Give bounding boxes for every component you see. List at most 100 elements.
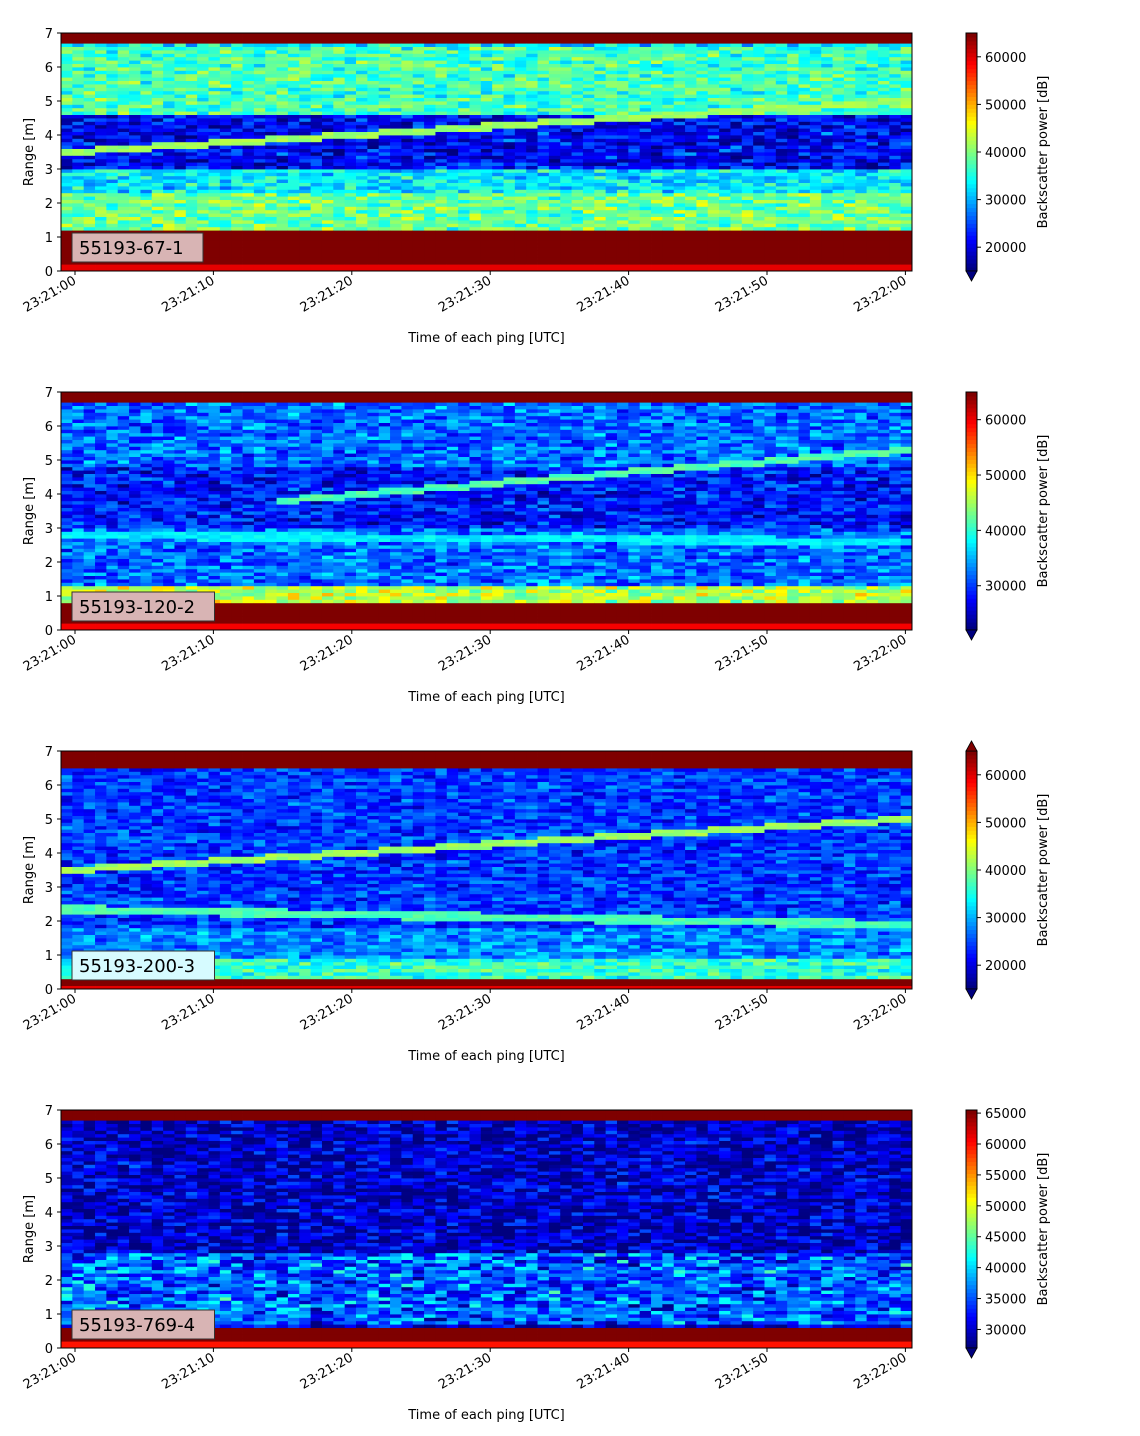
heatmap-cell	[571, 67, 584, 71]
heatmap-cell	[571, 39, 584, 44]
heatmap-cell	[673, 230, 686, 234]
heatmap-cell	[378, 186, 391, 190]
heatmap-cell	[299, 33, 312, 37]
heatmap-cell	[843, 73, 856, 78]
heatmap-cell	[741, 162, 754, 166]
heatmap-cell	[798, 84, 811, 88]
heatmap-cell	[276, 121, 289, 126]
heatmap-cell	[378, 243, 391, 248]
heatmap-cell	[435, 264, 448, 268]
heatmap-cell	[367, 196, 380, 200]
heatmap-cell	[651, 107, 663, 112]
heatmap-cell	[265, 87, 277, 92]
heatmap-cell	[651, 87, 663, 92]
heatmap-cell	[855, 101, 868, 105]
heatmap-cell	[469, 240, 482, 245]
heatmap-cell	[344, 104, 357, 109]
heatmap-cell	[344, 203, 357, 207]
heatmap-cell	[129, 135, 141, 139]
heatmap-cell	[129, 56, 141, 61]
heatmap-cell	[616, 135, 629, 139]
heatmap-cell	[197, 138, 209, 143]
heatmap-cell	[61, 128, 73, 132]
heatmap-cell	[673, 172, 686, 177]
heatmap-cell	[344, 56, 357, 61]
heatmap-cell	[821, 192, 833, 197]
heatmap-cell	[616, 43, 629, 47]
heatmap-cell	[367, 135, 380, 139]
heatmap-cell	[378, 56, 391, 61]
heatmap-cell	[140, 226, 153, 231]
heatmap-cell	[219, 220, 232, 224]
heatmap-cell	[129, 196, 141, 200]
heatmap-cell	[378, 179, 391, 183]
heatmap-cell	[197, 230, 209, 234]
heatmap-cell	[571, 124, 584, 129]
heatmap-cell	[253, 50, 266, 54]
heatmap-cell	[458, 63, 470, 68]
heatmap-cell	[730, 107, 743, 112]
heatmap-cell	[707, 220, 720, 224]
heatmap-cell	[310, 158, 323, 163]
heatmap-cell	[117, 104, 130, 109]
heatmap-cell	[753, 135, 765, 139]
heatmap-cell	[503, 77, 516, 81]
heatmap-cell	[662, 97, 675, 102]
heatmap-cell	[208, 111, 221, 115]
heatmap-cell	[231, 148, 243, 153]
heatmap-cell	[503, 145, 516, 149]
heatmap-cell	[208, 196, 221, 200]
heatmap-cell	[821, 39, 833, 44]
heatmap-cell	[446, 33, 459, 37]
heatmap-cell	[719, 257, 731, 262]
heatmap-cell	[287, 175, 300, 180]
heatmap-cell	[832, 101, 845, 105]
heatmap-cell	[401, 39, 414, 44]
heatmap-cell	[458, 264, 470, 268]
heatmap-cell	[310, 189, 323, 194]
heatmap-cell	[412, 46, 425, 51]
heatmap-cell	[582, 196, 595, 200]
heatmap-cell	[526, 87, 538, 92]
heatmap-cell	[548, 179, 561, 183]
heatmap-cell	[83, 50, 96, 54]
heatmap-cell	[673, 250, 686, 255]
heatmap-cell	[809, 162, 822, 166]
heatmap-cell	[741, 114, 754, 119]
heatmap-cell	[673, 80, 686, 85]
heatmap-cell	[798, 141, 811, 146]
heatmap-cell	[639, 36, 652, 41]
heatmap-cell	[197, 226, 209, 231]
heatmap-cell	[696, 199, 709, 204]
heatmap-cell	[798, 43, 811, 47]
heatmap-cell	[129, 101, 141, 105]
heatmap-cell	[174, 230, 187, 234]
heatmap-cell	[72, 230, 85, 234]
heatmap-cell	[61, 158, 73, 163]
heatmap-cell	[231, 118, 243, 122]
heatmap-cell	[775, 206, 788, 211]
heatmap-cell	[242, 243, 255, 248]
heatmap-cell	[458, 182, 470, 187]
heatmap-cell	[696, 243, 709, 248]
heatmap-cell	[843, 138, 856, 143]
heatmap-cell	[106, 148, 119, 153]
heatmap-cell	[809, 77, 822, 81]
heatmap-cell	[435, 124, 448, 129]
heatmap-cell	[333, 220, 346, 224]
heatmap-cell	[401, 114, 414, 119]
heatmap-cell	[333, 138, 346, 143]
heatmap-cell	[662, 247, 675, 251]
heatmap-cell	[492, 124, 504, 129]
heatmap-cell	[719, 155, 731, 160]
heatmap-cell	[174, 206, 187, 211]
heatmap-cell	[446, 189, 459, 194]
heatmap-cell	[582, 145, 595, 149]
heatmap-cell	[492, 50, 504, 54]
heatmap-cell	[480, 158, 493, 163]
heatmap-cell	[287, 77, 300, 81]
heatmap-cell	[469, 209, 482, 214]
heatmap-cell	[446, 182, 459, 187]
heatmap-cell	[787, 175, 799, 180]
heatmap-cell	[628, 267, 641, 272]
